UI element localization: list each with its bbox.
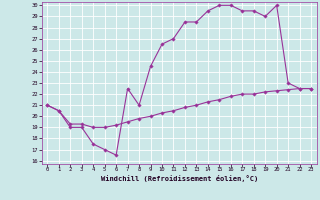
X-axis label: Windchill (Refroidissement éolien,°C): Windchill (Refroidissement éolien,°C) [100, 175, 258, 182]
